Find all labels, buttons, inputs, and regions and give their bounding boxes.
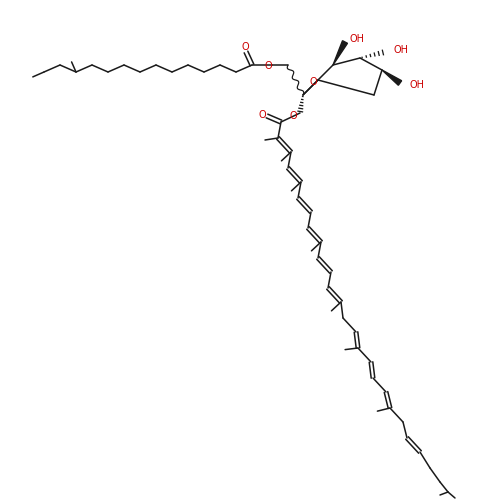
Polygon shape [382, 70, 402, 86]
Text: O: O [309, 77, 317, 87]
Text: OH: OH [409, 80, 424, 90]
Text: O: O [241, 42, 249, 52]
Text: OH: OH [394, 45, 409, 55]
Polygon shape [333, 40, 347, 65]
Text: O: O [258, 110, 266, 120]
Text: O: O [289, 111, 297, 121]
Text: O: O [264, 61, 272, 71]
Text: OH: OH [349, 34, 364, 44]
